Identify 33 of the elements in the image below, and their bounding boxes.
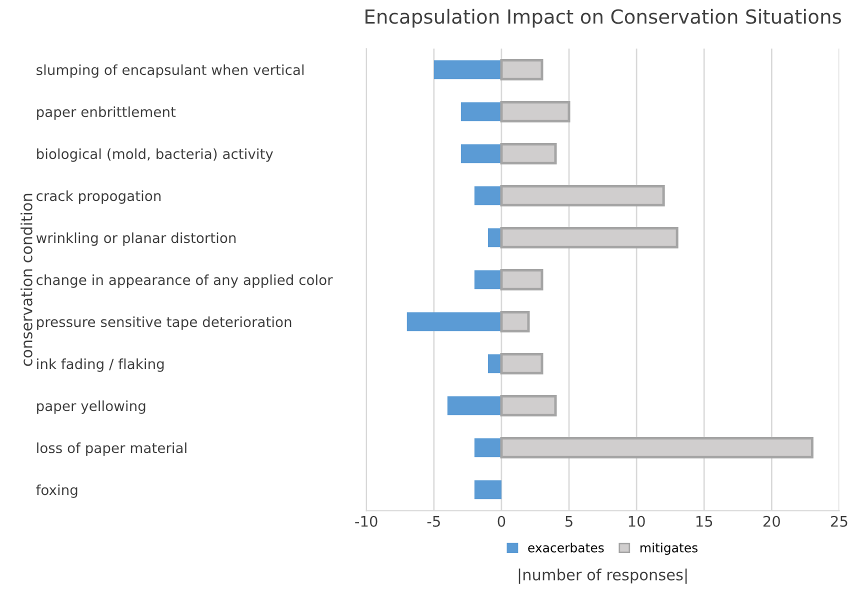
x-tick-label: 10	[628, 516, 645, 527]
x-tick-label: -10	[355, 516, 378, 527]
bar	[474, 186, 502, 206]
x-tick-label: 0	[498, 516, 506, 527]
legend-label: mitigates	[640, 542, 698, 555]
y-tick-label: change in appearance of any applied color	[36, 274, 333, 288]
y-tick-label: crack propogation	[36, 190, 161, 204]
y-tick-label: foxing	[36, 484, 78, 498]
y-tick-label: ink fading / flaking	[37, 358, 164, 372]
bar	[406, 312, 502, 332]
y-tick-label: pressure sensitive tape deterioration	[37, 316, 292, 330]
y-tick-label: loss of paper material	[37, 442, 186, 456]
x-tick-label: 25	[831, 516, 848, 527]
bar	[474, 438, 502, 458]
x-axis-title: |number of responses|	[518, 568, 687, 584]
y-tick-label: slumping of encapsulant when vertical	[36, 64, 304, 78]
bar	[447, 396, 502, 416]
x-tick-label: 5	[566, 516, 572, 527]
bar	[474, 270, 502, 290]
x-tick-label: 20	[763, 516, 780, 527]
y-axis-title: conservation condition	[20, 194, 32, 366]
chart-title: Encapsulation Impact on Conservation Situations	[366, 8, 841, 28]
bar	[474, 480, 502, 500]
y-tick-label: paper enbrittlement	[37, 106, 176, 120]
legend-label: exacerbates	[528, 542, 604, 552]
bar	[460, 144, 502, 164]
y-tick-label: wrinkling or planar distortion	[36, 232, 236, 246]
x-tick-label: 15	[696, 516, 712, 527]
bar	[460, 102, 502, 122]
bar	[434, 60, 502, 80]
y-tick-label: biological (mold, bacteria) activity	[37, 148, 274, 162]
x-tick-label: -5	[427, 516, 440, 527]
y-tick-label: paper yellowing	[37, 400, 146, 414]
